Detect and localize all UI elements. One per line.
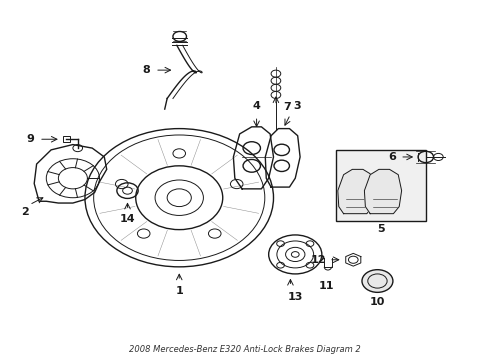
Text: 3: 3 [292, 101, 300, 111]
Text: 7: 7 [283, 102, 290, 112]
Text: 10: 10 [369, 297, 385, 307]
Text: 5: 5 [376, 224, 384, 234]
Text: 1: 1 [175, 286, 183, 296]
Text: 14: 14 [120, 214, 135, 224]
Circle shape [361, 270, 392, 292]
Text: 12: 12 [309, 255, 325, 265]
Text: 8: 8 [142, 65, 150, 75]
Bar [63, 136, 70, 142]
Text: 2: 2 [20, 207, 28, 217]
Text: 2008 Mercedes-Benz E320 Anti-Lock Brakes Diagram 2: 2008 Mercedes-Benz E320 Anti-Lock Brakes… [128, 345, 360, 354]
Text: 11: 11 [318, 281, 334, 291]
Text: 13: 13 [287, 292, 303, 302]
Text: 9: 9 [26, 134, 34, 144]
Text: 4: 4 [252, 101, 260, 111]
Polygon shape [364, 169, 401, 214]
Polygon shape [337, 169, 374, 214]
Text: 6: 6 [387, 152, 395, 162]
Bar [336, 150, 425, 221]
